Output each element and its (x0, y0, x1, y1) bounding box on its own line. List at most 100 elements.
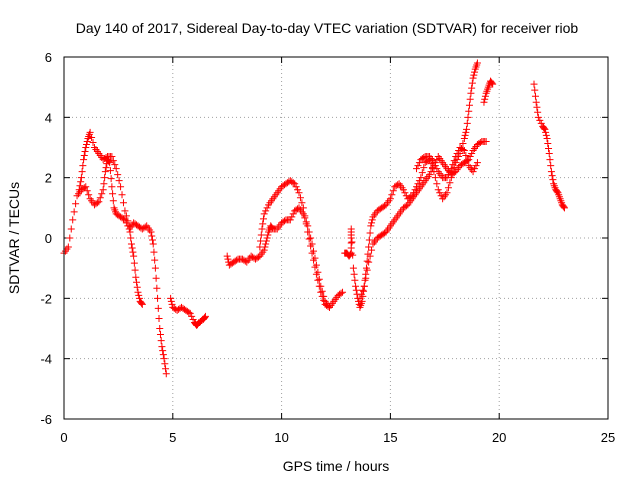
data-point (127, 240, 135, 248)
data-point (233, 256, 241, 264)
data-point (72, 200, 80, 208)
data-point (159, 347, 167, 355)
data-point (468, 150, 476, 158)
data-point (536, 116, 544, 124)
data-point (262, 207, 270, 215)
data-point (262, 240, 270, 248)
data-point (472, 162, 480, 170)
data-point (118, 191, 126, 199)
data-point (80, 156, 88, 164)
data-point (459, 146, 467, 154)
data-point (560, 203, 568, 211)
data-point (147, 228, 155, 236)
data-point (547, 168, 555, 176)
series-track-e (256, 177, 333, 311)
data-point (80, 184, 88, 192)
data-point (294, 186, 302, 194)
data-point (433, 165, 441, 173)
y-axis-title: SDTVAR / TECUs (6, 182, 22, 294)
data-point (154, 294, 162, 302)
data-point (532, 98, 540, 106)
x-tick-label: 20 (492, 430, 506, 445)
data-point (107, 175, 115, 183)
data-point (460, 147, 468, 155)
data-point (530, 80, 538, 88)
data-point (489, 80, 497, 88)
y-tick-label: 6 (45, 50, 52, 65)
data-point (289, 210, 297, 218)
data-point (413, 165, 421, 173)
data-point (158, 343, 166, 351)
data-point (473, 59, 481, 67)
data-point (263, 204, 271, 212)
data-point (339, 288, 347, 296)
data-point (460, 134, 468, 142)
data-point (100, 180, 108, 188)
y-tick-label: -4 (40, 352, 52, 367)
data-point (349, 251, 357, 259)
series-track-b (75, 128, 146, 308)
data-point (83, 187, 91, 195)
data-point (466, 95, 474, 103)
data-point (307, 242, 315, 250)
data-point (161, 360, 169, 368)
series-track-d (223, 204, 347, 311)
data-point (109, 190, 117, 198)
data-point (101, 174, 109, 182)
data-point (468, 79, 476, 87)
data-point (314, 276, 322, 284)
data-point (115, 177, 123, 185)
data-point (465, 156, 473, 164)
data-point (78, 168, 86, 176)
data-point (162, 365, 170, 373)
x-tick-label: 0 (60, 430, 67, 445)
data-point (241, 257, 249, 265)
data-point (167, 297, 175, 305)
data-point (88, 133, 96, 141)
data-point (148, 232, 156, 240)
data-point (360, 282, 368, 290)
series-track-g (356, 137, 490, 302)
data-point (82, 183, 90, 191)
data-point (467, 89, 475, 97)
data-point (363, 266, 371, 274)
data-point (481, 95, 489, 103)
data-point (224, 255, 232, 263)
data-point (443, 189, 451, 197)
data-point (93, 199, 101, 207)
data-point (473, 159, 481, 167)
data-point (366, 252, 374, 260)
data-point (119, 215, 127, 223)
x-axis-title: GPS time / hours (283, 458, 390, 474)
data-point (356, 294, 364, 302)
data-point (99, 186, 107, 194)
data-point (106, 159, 114, 167)
data-point (301, 212, 309, 220)
data-point (453, 150, 461, 158)
data-point (402, 202, 410, 210)
data-point (82, 140, 90, 148)
data-point (75, 186, 83, 194)
data-point (135, 294, 143, 302)
data-point (389, 187, 397, 195)
data-point (95, 198, 103, 206)
data-point (315, 275, 323, 283)
data-point (124, 217, 132, 225)
data-point (96, 194, 104, 202)
data-point (296, 194, 304, 202)
data-point (368, 219, 376, 227)
data-point (152, 274, 160, 282)
data-point (462, 128, 470, 136)
data-point (436, 189, 444, 197)
data-point (286, 216, 294, 224)
data-point (81, 148, 89, 156)
data-point (263, 234, 271, 242)
data-point (126, 228, 134, 236)
data-point (77, 174, 85, 182)
data-point (109, 157, 117, 165)
data-point (291, 180, 299, 188)
data-point (541, 125, 549, 133)
data-point (463, 125, 471, 133)
data-point (320, 296, 328, 304)
data-point (368, 216, 376, 224)
